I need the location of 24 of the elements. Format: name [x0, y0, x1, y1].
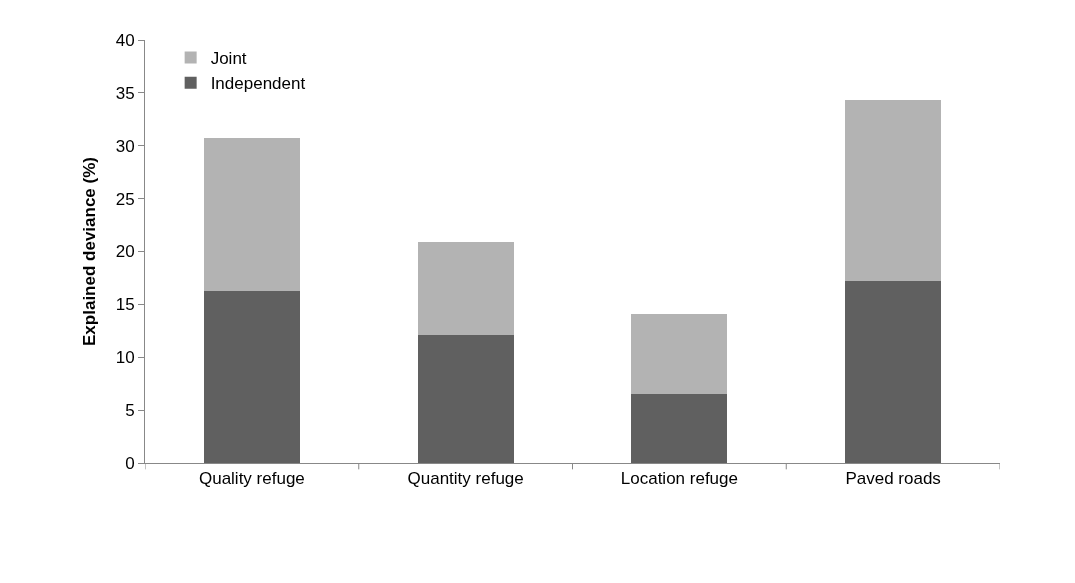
bar	[845, 100, 942, 282]
bar	[417, 335, 514, 463]
y-axis-title: Explained deviance (%)	[80, 157, 100, 346]
y-tick-label: 25	[115, 189, 135, 209]
bar	[631, 394, 728, 463]
legend-label: Independent	[210, 74, 306, 94]
x-tick-label: Location refuge	[620, 469, 738, 489]
y-tick-label: 30	[115, 136, 135, 156]
y-tick-label: 20	[115, 242, 135, 262]
y-tick-label: 0	[125, 453, 135, 473]
y-tick-label: 10	[115, 348, 135, 368]
bar	[845, 281, 942, 463]
x-tick-label: Quantity refuge	[407, 469, 524, 489]
y-tick-label: 35	[115, 83, 135, 103]
x-tick-label: Quality refuge	[198, 469, 305, 489]
y-tick-label: 15	[115, 295, 135, 315]
bar	[203, 138, 300, 291]
y-tick-label: 40	[115, 30, 135, 50]
bar	[203, 290, 300, 463]
bar	[631, 313, 728, 395]
x-tick-label: Paved roads	[845, 469, 941, 489]
legend-label: Joint	[210, 49, 247, 69]
y-tick-label: 5	[125, 401, 135, 421]
bar	[417, 241, 514, 336]
